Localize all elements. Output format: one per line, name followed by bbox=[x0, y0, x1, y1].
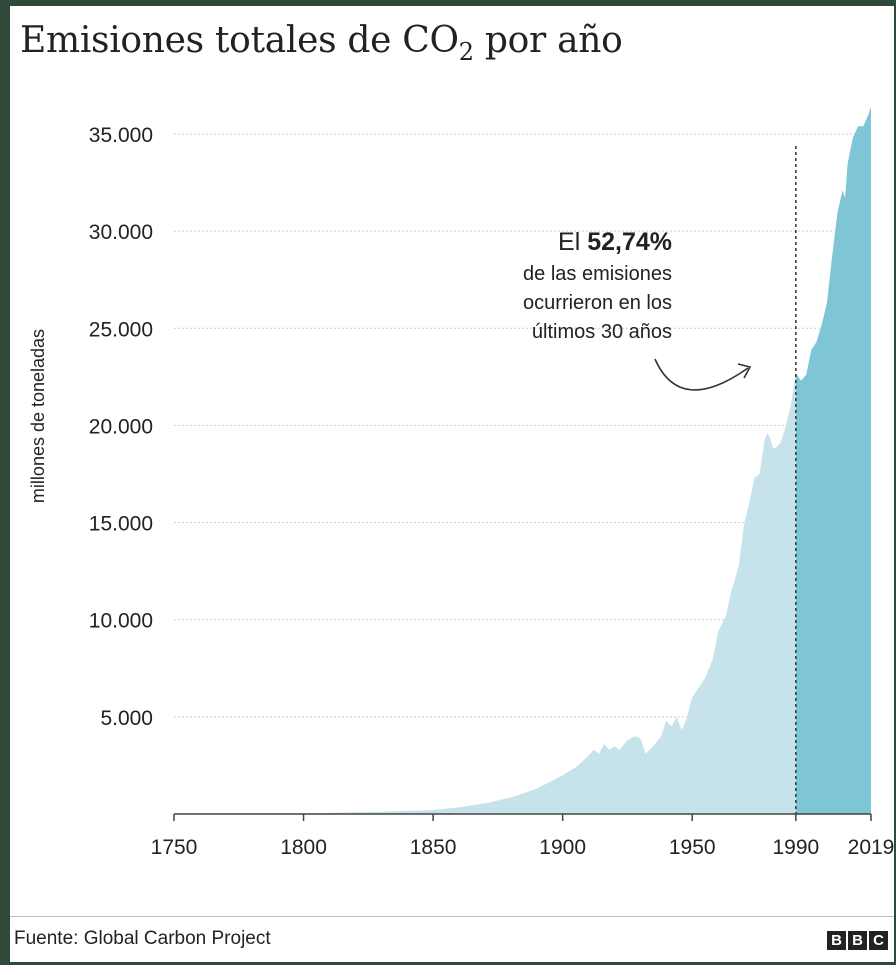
annotation-prefix: El bbox=[558, 228, 587, 256]
annotation-arrowhead bbox=[737, 363, 752, 379]
y-tick-label: 5.000 bbox=[100, 707, 153, 730]
source-label: Fuente: Global Carbon Project bbox=[14, 928, 271, 949]
x-tick-label: 1950 bbox=[669, 836, 716, 859]
bbc-logo-letter: C bbox=[869, 931, 888, 950]
y-tick-label: 15.000 bbox=[89, 513, 153, 536]
y-tick-label: 35.000 bbox=[89, 124, 153, 147]
bbc-logo: B B C bbox=[827, 931, 888, 950]
emissions-area-chart: 5.000 10.000 15.000 20.000 25.000 30.000 35.00… bbox=[28, 106, 894, 859]
x-tick-label: 1990 bbox=[772, 836, 819, 859]
title-subscript: 2 bbox=[458, 38, 474, 66]
y-tick-label: 10.000 bbox=[89, 610, 153, 633]
annotation-percentage: 52,74% bbox=[587, 228, 672, 256]
annotation-line: de las emisiones bbox=[523, 263, 672, 285]
bbc-logo-letter: B bbox=[848, 931, 867, 950]
title-suffix: por año bbox=[473, 20, 623, 61]
y-axis-label: millones de toneladas bbox=[28, 329, 48, 503]
x-tick-label: 1750 bbox=[151, 836, 198, 859]
y-tick-label: 25.000 bbox=[89, 318, 153, 341]
bbc-logo-letter: B bbox=[827, 931, 846, 950]
annotation-arrow bbox=[654, 358, 749, 391]
area-after-1990 bbox=[795, 106, 871, 815]
y-tick-label: 20.000 bbox=[89, 415, 153, 438]
annotation-line: ocurrieron en los bbox=[523, 292, 672, 314]
x-tick-label: 1850 bbox=[410, 836, 457, 859]
x-tick-label: 1900 bbox=[539, 836, 586, 859]
annotation-headline: El 52,74% bbox=[558, 228, 672, 256]
x-tick-label: 2019 bbox=[848, 836, 894, 859]
x-tick-label: 1800 bbox=[280, 836, 327, 859]
chart-title: Emisiones totales de CO2 por año bbox=[20, 20, 623, 64]
title-prefix: Emisiones totales de CO bbox=[20, 20, 459, 61]
y-tick-label: 30.000 bbox=[89, 221, 153, 244]
footer-divider bbox=[10, 916, 894, 917]
area-before-1990 bbox=[174, 372, 796, 814]
chart-card: Emisiones totales de CO2 por año 5.000 10… bbox=[10, 6, 894, 962]
annotation-line: últimos 30 años bbox=[532, 321, 672, 343]
